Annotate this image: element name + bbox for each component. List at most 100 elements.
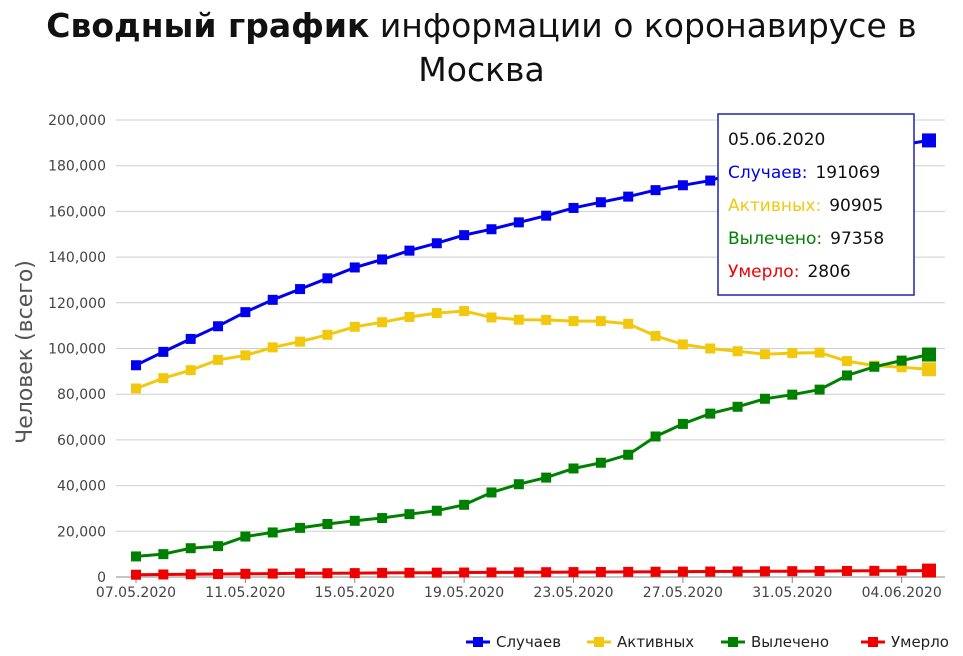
data-point (869, 565, 880, 576)
legend-item-1[interactable]: Активных (587, 633, 694, 651)
chart-title-line-2: Москва (418, 50, 545, 89)
series-2 (131, 347, 936, 562)
data-point (322, 273, 333, 284)
data-point (650, 330, 661, 341)
data-point (431, 308, 442, 319)
data-point (732, 401, 743, 412)
legend-label: Умерло (891, 633, 949, 651)
data-point (541, 314, 552, 325)
data-point (131, 551, 141, 562)
tooltip: 05.06.2020 Случаев: 191069 Активных: 90905 Вы… (717, 113, 915, 296)
y-tick-label: 160,000 (48, 204, 106, 220)
data-point (623, 449, 634, 460)
series-1 (131, 306, 936, 394)
data-point (595, 316, 606, 327)
legend-swatch-marker (728, 637, 738, 647)
data-point (213, 321, 224, 332)
data-point (322, 329, 333, 340)
data-point (787, 348, 798, 359)
tooltip-row: Вылечено: 97358 (728, 229, 884, 249)
x-tick-label: 27.05.2020 (643, 585, 723, 601)
data-point (486, 224, 497, 235)
tooltip-row-value: 2806 (807, 262, 850, 282)
data-point (377, 254, 388, 265)
data-point (568, 567, 579, 578)
data-point (131, 569, 141, 580)
y-tick-label: 80,000 (57, 387, 106, 403)
data-point (267, 342, 278, 353)
data-point (295, 568, 306, 579)
data-point (759, 566, 770, 577)
tooltip-row-value: 191069 (815, 163, 880, 183)
data-point (185, 543, 196, 554)
data-point (623, 566, 634, 577)
data-point (295, 522, 306, 533)
data-point (814, 384, 825, 395)
data-point (131, 360, 141, 371)
chart-title-line-1: Сводный график информации о коронавирусе… (0, 4, 963, 48)
legend-swatch-marker (473, 637, 483, 647)
data-point (595, 457, 606, 468)
series-3 (131, 563, 936, 580)
data-point (677, 180, 688, 191)
data-point (541, 472, 552, 483)
data-point (814, 347, 825, 358)
tooltip-row-label: Умерло: (728, 262, 799, 282)
data-point (513, 567, 524, 578)
y-tick-label: 100,000 (48, 342, 106, 358)
data-point (841, 356, 852, 367)
legend-label: Случаев (496, 633, 561, 651)
data-point (267, 568, 278, 579)
data-point (322, 518, 333, 529)
data-point (404, 567, 415, 578)
data-point (486, 487, 497, 498)
data-point (404, 509, 415, 520)
data-point (896, 565, 907, 576)
tooltip-box (717, 113, 915, 296)
data-point (705, 566, 716, 577)
data-point (922, 347, 936, 362)
data-point (349, 262, 360, 273)
legend-item-2[interactable]: Вылечено (721, 633, 829, 651)
data-point (349, 321, 360, 332)
data-point (922, 133, 936, 148)
data-point (459, 567, 470, 578)
data-point (513, 479, 524, 490)
data-point (896, 362, 907, 373)
data-point (213, 569, 224, 580)
data-point (705, 408, 716, 419)
data-point (677, 566, 688, 577)
data-point (185, 365, 196, 376)
x-tick-label: 04.06.2020 (862, 585, 942, 601)
tooltip-date: 05.06.2020 (728, 130, 825, 150)
data-point (431, 567, 442, 578)
data-point (759, 349, 770, 360)
legend-item-0[interactable]: Случаев (466, 633, 561, 651)
data-point (841, 565, 852, 576)
data-point (486, 312, 497, 323)
legend-label: Вылечено (751, 633, 829, 651)
y-tick-label: 0 (97, 570, 106, 586)
y-tick-label: 140,000 (48, 250, 106, 266)
data-point (240, 350, 251, 361)
data-point (732, 346, 743, 357)
x-axis-ticks: 07.05.2020 11.05.2020 15.05.2020 19.05.2020… (96, 577, 942, 601)
legend-label: Активных (617, 633, 694, 651)
chart-title: Сводный график информации о коронавирусе… (0, 4, 963, 92)
series-line (135, 569, 930, 577)
tooltip-row-label: Случаев: (728, 163, 807, 183)
data-point (650, 185, 661, 196)
data-point (869, 361, 880, 372)
tooltip-row: Умерло: 2806 (728, 262, 851, 282)
data-point (541, 210, 552, 221)
data-point (841, 370, 852, 381)
data-point (459, 499, 470, 510)
y-axis-label: Человек (всего) (13, 260, 38, 444)
data-point (732, 566, 743, 577)
tooltip-row-label: Активных: (728, 196, 821, 216)
data-point (650, 431, 661, 442)
legend-item-3[interactable]: Умерло (861, 633, 949, 651)
data-point (240, 307, 251, 318)
x-tick-label: 23.05.2020 (533, 585, 613, 601)
legend[interactable]: Случаев Активных Вылечено Умерло (466, 633, 949, 651)
